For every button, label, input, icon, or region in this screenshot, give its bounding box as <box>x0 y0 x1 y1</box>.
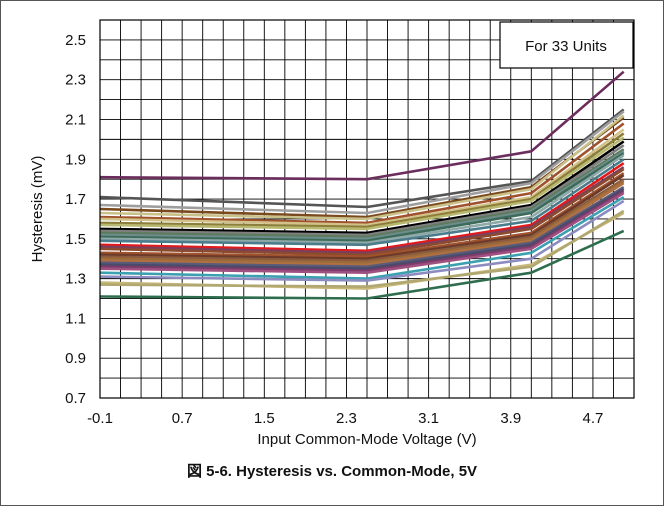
y-tick-label: 0.7 <box>65 390 86 407</box>
x-tick-labels: -0.1 0.7 1.5 2.3 3.1 3.9 4.7 <box>87 410 603 427</box>
series-line-22 <box>99 178 625 263</box>
y-tick-label: 1.9 <box>65 151 86 168</box>
series-line-29 <box>99 195 625 280</box>
series-group <box>99 70 625 300</box>
series-line-11 <box>99 144 625 237</box>
series-line-1 <box>99 70 625 181</box>
y-tick-label: 0.9 <box>65 350 86 367</box>
series-line-30 <box>99 199 625 282</box>
y-tick-label: 2.3 <box>65 72 86 89</box>
series-line-9 <box>99 136 625 231</box>
series-line-25 <box>99 185 625 269</box>
x-tick-label: 0.7 <box>172 410 193 427</box>
y-tick-label: 1.5 <box>65 231 86 248</box>
series-line-7 <box>99 128 625 227</box>
plot-border <box>99 19 635 399</box>
y-tick-labels: 0.7 0.9 1.1 1.3 1.5 1.7 1.9 2.1 2.3 2.5 <box>65 32 86 407</box>
series-line-32 <box>99 209 625 288</box>
y-tick-label: 1.3 <box>65 271 86 288</box>
series-line-6 <box>99 122 625 225</box>
series-line-17 <box>99 162 625 253</box>
y-tick-label: 2.5 <box>65 32 86 49</box>
figure-caption: 図 5-6. Hysteresis vs. Common-Mode, 5V <box>186 463 478 480</box>
series-line-13 <box>99 150 625 241</box>
annotation-box: For 33 Units <box>499 21 634 69</box>
series-line-14 <box>99 152 625 243</box>
series-line-8 <box>99 132 625 229</box>
series-line-3 <box>99 110 625 215</box>
series-line-24 <box>99 181 625 267</box>
series-line-16 <box>99 158 625 247</box>
annotation-box-border <box>499 21 634 69</box>
y-axis-label: Hysteresis (mV) <box>29 156 46 263</box>
x-tick-label: 3.1 <box>418 410 439 427</box>
series-line-19 <box>99 168 625 257</box>
series-line-21 <box>99 174 625 261</box>
x-tick-label: -0.1 <box>87 410 113 427</box>
x-tick-label: 4.7 <box>582 410 603 427</box>
series-line-26 <box>99 187 625 271</box>
y-tick-label: 2.1 <box>65 111 86 128</box>
series-line-5 <box>99 114 625 221</box>
series-line-18 <box>99 166 625 255</box>
y-tick-label: 1.7 <box>65 191 86 208</box>
series-line-2 <box>99 108 625 209</box>
series-line-12 <box>99 148 625 239</box>
y-tick-label: 1.1 <box>65 310 86 327</box>
x-axis-label: Input Common-Mode Voltage (V) <box>257 431 476 448</box>
x-tick-label: 2.3 <box>336 410 357 427</box>
annotation-text: For 33 Units <box>525 38 607 55</box>
x-tick-label: 3.9 <box>500 410 521 427</box>
series-line-27 <box>99 189 625 273</box>
series-line-28 <box>99 191 625 275</box>
series-line-15 <box>99 154 625 245</box>
series-line-33 <box>99 229 625 300</box>
series-line-20 <box>99 172 625 259</box>
series-line-23 <box>99 179 625 265</box>
x-tick-label: 1.5 <box>254 410 275 427</box>
series-line-10 <box>99 140 625 235</box>
